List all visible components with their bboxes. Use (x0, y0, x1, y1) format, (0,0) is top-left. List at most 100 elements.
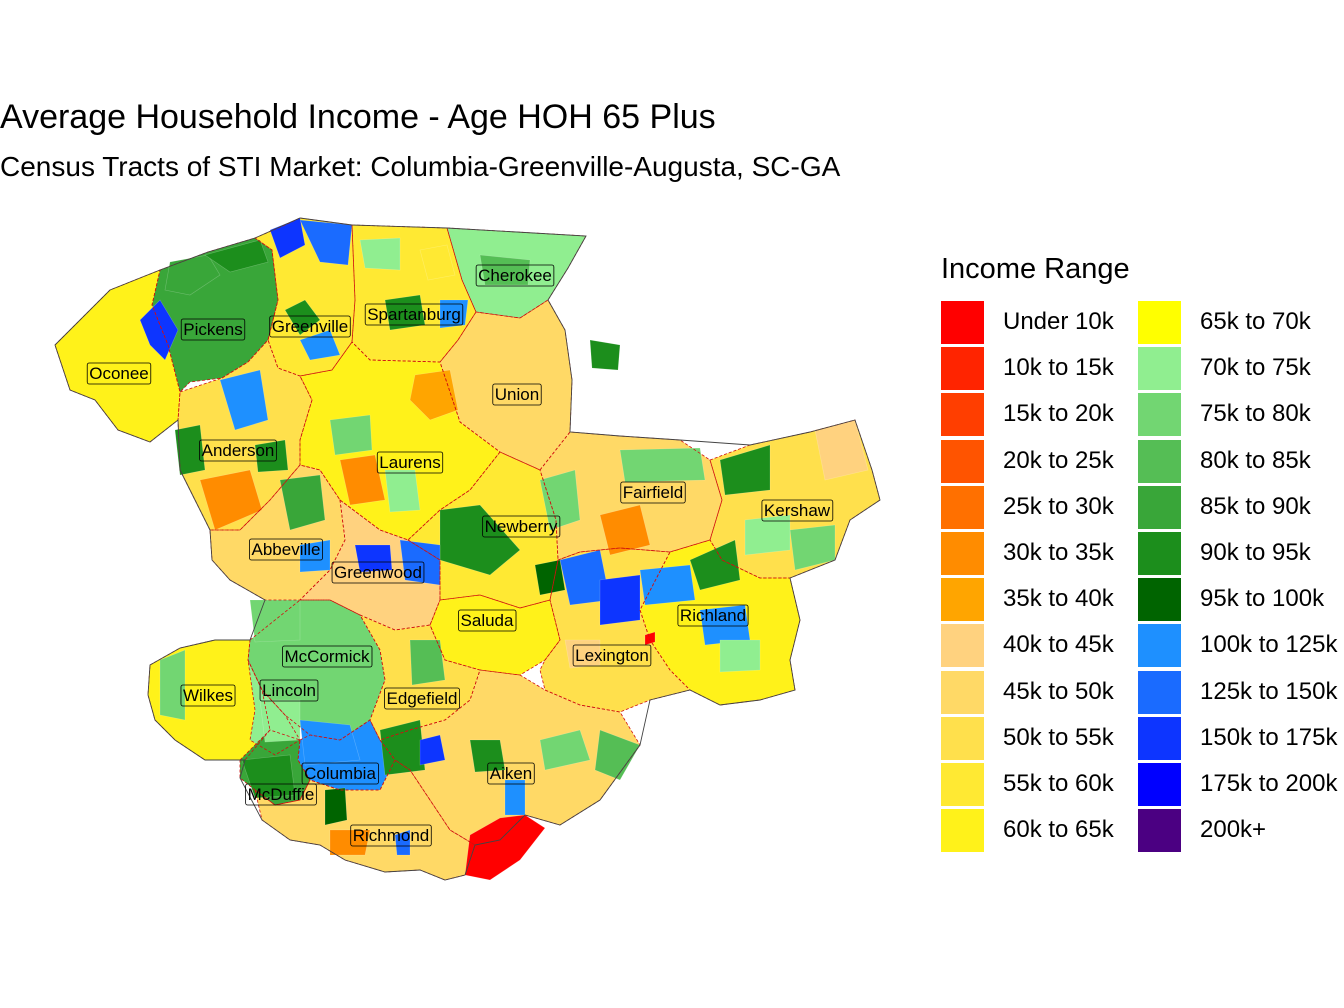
census-tract (254, 439, 289, 473)
county-label-text: Abbeville (252, 540, 321, 559)
census-tract (599, 574, 641, 626)
census-tract (299, 719, 361, 766)
census-tract (394, 829, 411, 856)
census-tract (159, 649, 186, 721)
county-label-box (180, 318, 246, 341)
legend-swatch (1138, 485, 1181, 529)
county-label-fairfield: Fairfield (620, 481, 686, 504)
legend-label: 85k to 90k (1200, 492, 1311, 520)
county-label-anderson: Anderson (199, 439, 277, 462)
census-tract (639, 564, 696, 606)
legend-label: 200k+ (1200, 816, 1267, 844)
county-area-richmond (255, 760, 475, 880)
census-tract (324, 787, 348, 826)
census-tract (329, 414, 373, 456)
county-label-wilkes: Wilkes (180, 684, 236, 707)
county-label-text: Laurens (379, 453, 440, 472)
county-label-text: McDuffie (248, 785, 315, 804)
legend-swatch (1138, 716, 1181, 760)
legend-label: 100k to 125k (1200, 631, 1338, 659)
census-tract (439, 299, 469, 329)
legend-swatch (941, 670, 984, 714)
census-tract (199, 469, 263, 531)
county-label-text: Greenville (272, 317, 349, 336)
county-label-box (572, 644, 652, 667)
county-label-text: Newberry (485, 517, 558, 536)
legend-label: 20k to 25k (1003, 446, 1114, 474)
legend-swatch (1138, 301, 1181, 344)
legend-label: 30k to 35k (1003, 539, 1114, 566)
county-label-text: Aiken (490, 764, 533, 783)
map-subtitle: Census Tracts of STI Market: Columbia-Gr… (0, 151, 841, 182)
census-tract (279, 474, 326, 531)
census-tract (384, 469, 421, 513)
county-label-box (761, 499, 834, 522)
legend-swatch (941, 393, 984, 437)
legend-swatch (1138, 670, 1181, 714)
legend-label: 65k to 70k (1200, 308, 1311, 335)
census-tract (619, 447, 706, 483)
county-label-text: Oconee (89, 364, 149, 383)
census-tract (409, 639, 446, 686)
county-label-text: Fairfield (623, 483, 683, 502)
legend-swatch (941, 716, 984, 760)
county-label-text: Cherokee (478, 266, 552, 285)
legend-label: 40k to 45k (1003, 631, 1114, 659)
county-label-text: Richland (680, 606, 746, 625)
census-tract (479, 254, 531, 286)
county-label-text: Lincoln (262, 681, 316, 700)
census-tract (409, 369, 459, 421)
census-tract (644, 631, 656, 646)
census-tract (469, 739, 506, 773)
county-area-union (440, 300, 572, 470)
county-label-text: Union (495, 385, 539, 404)
county-boundary (247, 659, 301, 756)
county-area-aiken (380, 670, 640, 845)
county-label-box (492, 383, 542, 406)
legend-label: 80k to 85k (1200, 446, 1311, 474)
county-label-box (620, 481, 686, 504)
county-label-box (487, 762, 535, 785)
county-label-text: Wilkes (183, 686, 233, 705)
legend-swatch (1138, 578, 1181, 622)
legend-title: Income Range (941, 253, 1130, 285)
legend-label: 55k to 60k (1003, 770, 1114, 797)
census-tract (419, 244, 456, 281)
census-tract (504, 779, 526, 816)
county-label-box (677, 604, 749, 627)
county-label-text: Edgefield (387, 689, 458, 708)
census-tract (534, 559, 566, 596)
county-label-lincoln: Lincoln (259, 679, 319, 702)
county-label-lexington: Lexington (572, 644, 652, 667)
census-tract (299, 329, 341, 361)
census-tract (539, 469, 581, 531)
county-label-box (458, 609, 517, 632)
county-label-box (331, 561, 425, 584)
legend-label: 75k to 80k (1200, 400, 1311, 428)
census-tract (419, 734, 446, 766)
legend-label: 95k to 100k (1200, 585, 1325, 613)
county-label-cherokee: Cherokee (475, 264, 555, 287)
county-label-mccormick: McCormick (282, 645, 373, 668)
census-tract (204, 239, 269, 273)
legend-label: 150k to 175k (1200, 723, 1338, 751)
county-label-text: Spartanburg (367, 305, 461, 324)
census-tract (719, 639, 761, 673)
legend-swatch (941, 439, 984, 483)
legend-swatch (941, 763, 984, 806)
county-label-box (301, 762, 379, 785)
legend-label: 35k to 40k (1003, 585, 1114, 613)
county-area-saluda (430, 595, 560, 675)
county-label-spartanburg: Spartanburg (364, 303, 464, 326)
county-label-box (350, 824, 432, 847)
county-label-text: Anderson (202, 441, 275, 460)
census-tract (789, 524, 836, 571)
legend-label: 50k to 55k (1003, 723, 1114, 751)
census-tract (594, 729, 641, 781)
county-label-text: Saluda (461, 611, 514, 630)
census-tract (299, 219, 353, 266)
market-outline (54, 217, 881, 881)
county-label-text: Columbia (304, 764, 376, 783)
map-title: Average Household Income - Age HOH 65 Pl… (0, 98, 716, 136)
census-tract (589, 339, 621, 371)
